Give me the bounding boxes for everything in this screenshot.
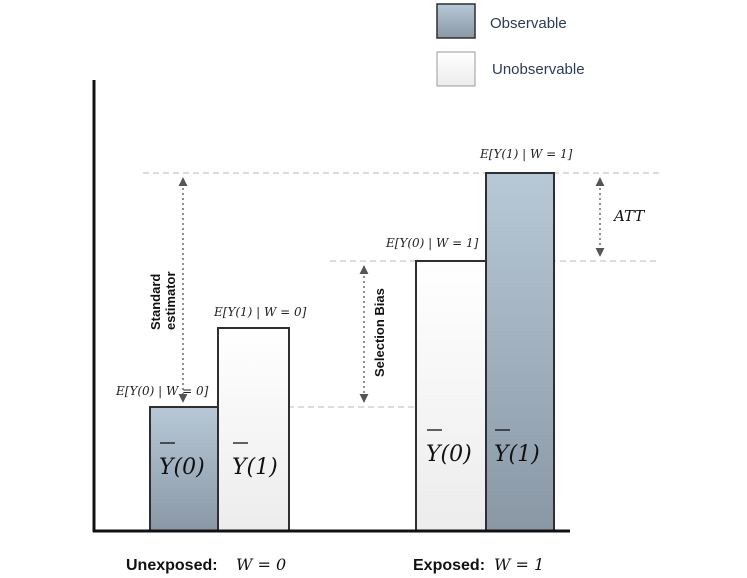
legend-observable-label: Observable — [490, 15, 567, 32]
label-unexposed-y1: Y(1) — [232, 455, 278, 480]
legend: Observable Unobservable — [436, 3, 585, 87]
group-exposed-label: Exposed: — [413, 557, 485, 574]
group-labels: Unexposed: W = 0 Exposed: W = 1 — [126, 555, 544, 574]
bar-unexposed-y1 — [217, 327, 290, 532]
annotation-e-y0-w0: E[Y(0) | W = 0] — [115, 384, 209, 398]
standard-estimator-label-line2: estimator — [163, 271, 178, 330]
standard-estimator: Standard estimator — [148, 177, 188, 403]
legend-observable-swatch — [436, 3, 476, 39]
standard-estimator-label-line1: Standard — [148, 274, 163, 330]
bars — [149, 172, 555, 532]
bar-exposed-y1 — [485, 172, 555, 532]
selection-bias: Selection Bias — [359, 265, 387, 403]
legend-unobservable-swatch — [436, 51, 476, 87]
label-exposed-y0: Y(0) — [426, 442, 472, 467]
annotation-e-y1-w1: E[Y(1) | W = 1] — [479, 147, 573, 161]
annotation-e-y1-w0: E[Y(1) | W = 0] — [213, 305, 307, 319]
annotation-e-y0-w1: E[Y(0) | W = 1] — [385, 236, 479, 250]
selection-bias-label: Selection Bias — [372, 288, 387, 377]
bar-labels: Y(0) Y(1) Y(0) Y(1) — [159, 429, 540, 480]
att: ATT — [595, 177, 645, 257]
label-exposed-y1: Y(1) — [494, 442, 540, 467]
group-unexposed-value: W = 0 — [236, 555, 286, 574]
bar-exposed-y0 — [415, 260, 487, 532]
legend-unobservable-label: Unobservable — [492, 61, 585, 78]
label-unexposed-y0: Y(0) — [159, 455, 205, 480]
axes — [92, 80, 570, 533]
att-label: ATT — [612, 207, 645, 225]
group-exposed-value: W = 1 — [494, 555, 544, 574]
group-unexposed-label: Unexposed: — [126, 557, 218, 574]
